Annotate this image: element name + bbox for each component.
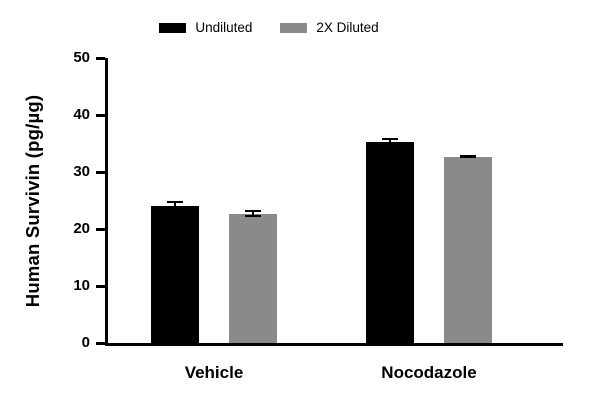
y-axis-title: Human Survivin (pg/µg) bbox=[22, 94, 43, 308]
legend-label-undiluted: Undiluted bbox=[195, 20, 253, 35]
error-bar-cap-bottom-vehicle-2x-diluted bbox=[245, 215, 261, 218]
y-axis-tick-label: 30 bbox=[73, 163, 90, 180]
y-axis-tick bbox=[96, 113, 105, 117]
x-axis-label-nocodazole: Nocodazole bbox=[381, 363, 477, 382]
error-bar-nocodazole-2x-diluted bbox=[467, 154, 469, 159]
error-bar-cap-bottom-vehicle-undiluted bbox=[167, 209, 183, 212]
y-axis-tick bbox=[96, 227, 105, 231]
y-axis-tick bbox=[96, 284, 105, 288]
legend-label-2x-diluted: 2X Diluted bbox=[316, 20, 379, 35]
y-axis-tick bbox=[96, 56, 105, 60]
error-bar-cap-bottom-nocodazole-undiluted bbox=[382, 144, 398, 147]
error-bar-vehicle-undiluted bbox=[174, 201, 176, 212]
legend-swatch-2x-diluted bbox=[280, 22, 308, 33]
y-axis-tick-label: 40 bbox=[73, 106, 90, 123]
chart-legend: Undiluted 2X Diluted bbox=[0, 20, 600, 35]
error-bar-vehicle-2x-diluted bbox=[252, 210, 254, 218]
plot-area: Vehicle Nocodazole 0 10 20 30 40 50 bbox=[73, 49, 563, 382]
error-bar-cap-top-nocodazole-2x-diluted bbox=[460, 154, 476, 157]
y-axis-tick-label: 10 bbox=[73, 277, 90, 294]
bar-vehicle-undiluted bbox=[151, 206, 199, 343]
bar-nocodazole-2x-diluted bbox=[444, 156, 492, 343]
legend-item-2x-diluted: 2X Diluted bbox=[280, 20, 379, 35]
bar-nocodazole-undiluted bbox=[366, 142, 414, 343]
bar-vehicle-2x-diluted bbox=[229, 213, 277, 343]
error-bar-nocodazole-undiluted bbox=[389, 138, 391, 147]
legend-swatch-undiluted bbox=[159, 22, 187, 33]
y-axis-tick bbox=[96, 341, 105, 345]
error-bar-cap-top-vehicle-2x-diluted bbox=[245, 210, 261, 212]
bar-group-nocodazole: Nocodazole bbox=[366, 58, 492, 382]
legend-item-undiluted: Undiluted bbox=[159, 20, 252, 35]
x-axis-label-vehicle: Vehicle bbox=[184, 363, 244, 382]
error-bar-cap-top-vehicle-undiluted bbox=[167, 201, 183, 203]
y-axis-tick-label: 50 bbox=[73, 49, 90, 66]
error-bar-cap-top-nocodazole-undiluted bbox=[382, 138, 398, 140]
y-axis-tick bbox=[96, 170, 105, 174]
error-bar-cap-bottom-nocodazole-2x-diluted bbox=[460, 156, 476, 159]
y-axis-tick-label: 0 bbox=[81, 334, 90, 351]
bar-group-vehicle: Vehicle bbox=[151, 58, 277, 382]
y-axis-tick-label: 20 bbox=[73, 220, 90, 237]
